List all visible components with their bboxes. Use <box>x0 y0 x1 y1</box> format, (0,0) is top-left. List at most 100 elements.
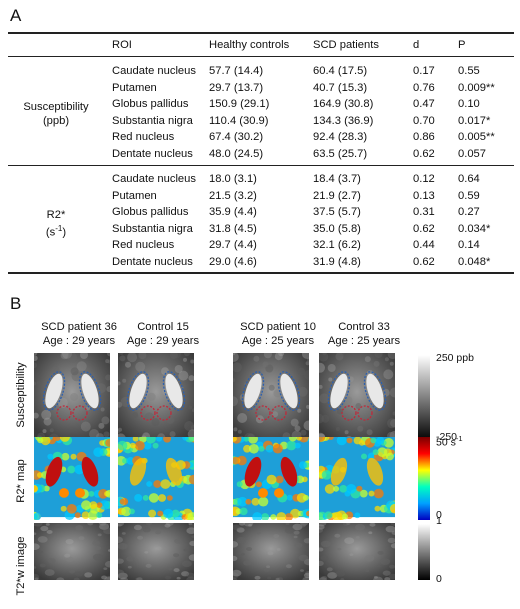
panel-b-letter: B <box>10 294 22 313</box>
image-susceptibility-subject-0 <box>34 353 110 439</box>
table-cell-d: 0.86 <box>413 131 435 143</box>
colorbar-susceptibility-top: 250 ppb <box>436 352 474 364</box>
image-r2star-subject-3 <box>319 437 395 520</box>
table-cell-hc: 48.0 (24.5) <box>209 147 264 160</box>
image-susceptibility-subject-1 <box>118 353 194 439</box>
colorbar-t2w-bottom: 0 <box>436 573 442 585</box>
colorbar-susceptibility-bottom: -250 <box>436 431 458 443</box>
colorbar-r2star-bottom: 0 <box>436 509 442 521</box>
table-cell-scd: 60.4 (17.5) <box>313 65 368 77</box>
table-cell-roi: Putamen <box>112 189 157 202</box>
image-t2w-subject-2 <box>233 523 309 580</box>
table-cell-d: 0.13 <box>413 189 435 202</box>
row-label-t2w-image: T2*w image <box>15 536 27 596</box>
r2star-unit-end: ) <box>62 226 67 239</box>
row-label-susceptibility: Susceptibility <box>15 362 27 428</box>
table-cell-hc: 18.0 (3.1) <box>209 173 257 185</box>
table-cell-hc: 29.0 (4.6) <box>209 255 257 268</box>
table-cell-p: 0.55 <box>458 65 480 77</box>
table-cell-p: 0.64 <box>458 173 480 185</box>
subject-header-2: SCD patient 10 Age : 25 years <box>233 320 323 348</box>
subject-name-1: Control 15 <box>137 321 189 333</box>
table-cell-p: 0.034* <box>458 222 491 235</box>
colorbar-t2w-top: 1 <box>436 515 442 527</box>
subject-age-2: Age : 25 years <box>241 335 315 347</box>
image-r2star-subject-1 <box>118 437 194 520</box>
table-cell-d: 0.31 <box>413 206 435 218</box>
table-cell-p: 0.27 <box>458 206 480 218</box>
subject-header-3: Control 33 Age : 25 years <box>319 320 409 348</box>
subject-age-3: Age : 25 years <box>327 335 401 347</box>
subject-age-0: Age : 29 years <box>42 335 116 347</box>
table-cell-roi: Dentate nucleus <box>112 147 193 160</box>
group-label-r2star: R2* (s-1) <box>8 208 104 240</box>
table-cell-scd: 21.9 (2.7) <box>313 189 361 202</box>
table-cell-scd: 63.5 (25.7) <box>313 147 368 160</box>
table-cell-scd: 32.1 (6.2) <box>313 239 361 251</box>
table-cell-d: 0.70 <box>413 114 435 127</box>
table-cell-d: 0.76 <box>413 81 435 94</box>
table-cell-hc: 29.7 (13.7) <box>209 81 264 94</box>
row-label-r2star-map: R2* map <box>15 459 27 503</box>
table-cell-scd: 18.4 (3.7) <box>313 173 361 185</box>
group-label-r2star-line1: R2* <box>46 209 66 221</box>
colorbar-r2star-top: 50 s-1 <box>436 433 463 449</box>
table-top-rule <box>8 32 514 34</box>
table-cell-roi: Dentate nucleus <box>112 255 193 268</box>
colorbar-r2star-top-sup: -1 <box>455 434 463 443</box>
colorbar-t2w <box>418 524 430 580</box>
table-cell-hc: 29.7 (4.4) <box>209 239 257 251</box>
table-cell-p: 0.14 <box>458 239 480 251</box>
header-p: P <box>458 39 466 51</box>
table-cell-d: 0.62 <box>413 255 435 268</box>
colorbar-susceptibility <box>418 355 430 441</box>
table-cell-hc: 21.5 (3.2) <box>209 189 257 202</box>
table-cell-d: 0.12 <box>413 173 435 185</box>
colorbar-r2star <box>418 437 430 520</box>
table-cell-d: 0.62 <box>413 222 435 235</box>
header-scd-patients: SCD patients <box>313 39 379 51</box>
table-cell-scd: 134.3 (36.9) <box>313 114 374 127</box>
table-cell-p: 0.005** <box>458 131 495 143</box>
image-t2w-subject-0 <box>34 523 110 580</box>
subject-name-0: SCD patient 36 <box>41 321 117 333</box>
panel-b-figure: B SCD patient 36 Age : 29 years Control … <box>0 290 520 596</box>
table-cell-scd: 37.5 (5.7) <box>313 206 361 218</box>
table-cell-hc: 67.4 (30.2) <box>209 131 264 143</box>
table-cell-p: 0.10 <box>458 98 480 110</box>
header-healthy-controls: Healthy controls <box>209 39 290 51</box>
table-group-rule <box>8 165 514 166</box>
image-t2w-subject-1 <box>118 523 194 580</box>
table-cell-roi: Caudate nucleus <box>112 65 196 77</box>
table-cell-hc: 110.4 (30.9) <box>209 114 269 127</box>
image-r2star-subject-2 <box>233 437 309 520</box>
subject-header-0: SCD patient 36 Age : 29 years <box>34 320 124 348</box>
table-cell-hc: 57.7 (14.4) <box>209 65 264 77</box>
image-susceptibility-subject-2 <box>233 353 309 439</box>
subject-age-1: Age : 29 years <box>126 335 200 347</box>
table-cell-roi: Putamen <box>112 81 157 94</box>
table-cell-hc: 150.9 (29.1) <box>209 98 270 110</box>
table-cell-p: 0.057 <box>458 147 486 160</box>
group-label-susceptibility: Susceptibility (ppb) <box>8 100 104 128</box>
table-cell-p: 0.009** <box>458 81 495 94</box>
colorbar-r2star-top-base: 50 s <box>436 436 456 449</box>
table-cell-scd: 164.9 (30.8) <box>313 98 374 110</box>
panel-a-letter: A <box>10 6 22 25</box>
header-d: d <box>413 39 420 51</box>
table-cell-p: 0.59 <box>458 189 480 202</box>
table-bottom-rule <box>8 272 514 274</box>
image-r2star-subject-0 <box>34 437 110 520</box>
table-cell-scd: 40.7 (15.3) <box>313 81 368 94</box>
table-cell-d: 0.44 <box>413 239 435 251</box>
group-label-susceptibility-line2: (ppb) <box>42 115 70 127</box>
r2star-unit-base: (s <box>45 226 56 239</box>
table-cell-d: 0.62 <box>413 147 435 160</box>
table-cell-roi: Globus pallidus <box>112 98 189 110</box>
r2star-unit-sup: -1 <box>55 224 63 233</box>
table-cell-roi: Caudate nucleus <box>112 173 196 185</box>
table-cell-scd: 31.9 (4.8) <box>313 255 361 268</box>
group-label-r2star-line2: (s-1) <box>8 222 104 240</box>
table-cell-p: 0.017* <box>458 114 491 127</box>
table-cell-roi: Globus pallidus <box>112 206 189 218</box>
